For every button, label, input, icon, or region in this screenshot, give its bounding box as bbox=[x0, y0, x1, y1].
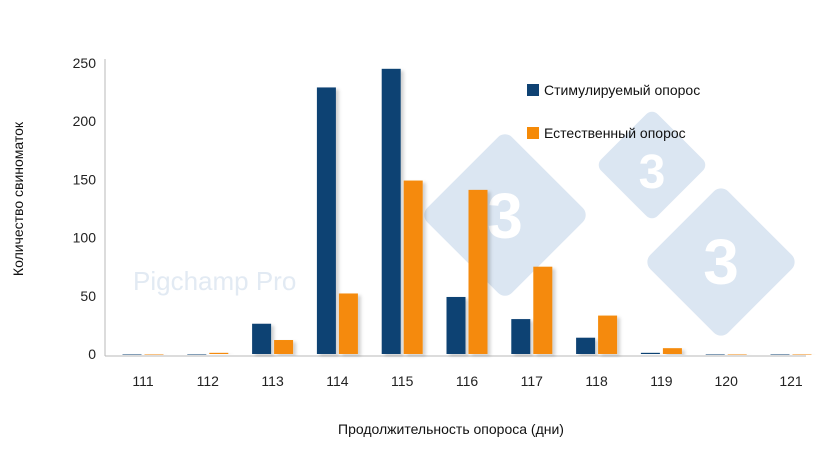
bar-stimulated-120 bbox=[705, 354, 725, 355]
bar-natural-114 bbox=[338, 293, 358, 354]
legend-swatch-natural bbox=[527, 127, 539, 139]
y-axis-title: Количество свиноматок bbox=[10, 121, 26, 276]
x-tick-label: 121 bbox=[779, 373, 803, 389]
bar-stimulated-111 bbox=[122, 354, 142, 355]
watermark-digit: 3 bbox=[487, 180, 523, 252]
x-tick-label: 114 bbox=[326, 373, 349, 389]
watermark-digit: 3 bbox=[639, 146, 666, 199]
y-axis-ticks: 0 50 100 150 200 250 bbox=[73, 55, 97, 362]
y-tick-label: 50 bbox=[80, 288, 96, 304]
legend-swatch-stimulated bbox=[527, 84, 539, 96]
watermark-diamond-small bbox=[598, 111, 706, 219]
bar-natural-113 bbox=[274, 340, 294, 354]
y-tick-label: 200 bbox=[73, 113, 97, 129]
x-tick-label: 120 bbox=[715, 373, 739, 389]
y-tick-label: 150 bbox=[73, 171, 97, 187]
x-tick-label: 111 bbox=[132, 373, 153, 389]
legend: Стимулируемый опорос Естественный опорос bbox=[527, 82, 700, 141]
watermark-digit: 3 bbox=[703, 226, 739, 298]
bar-stimulated-117 bbox=[511, 319, 531, 354]
y-tick-label: 100 bbox=[73, 230, 97, 246]
bar-natural-120 bbox=[727, 354, 747, 355]
bar-natural-117 bbox=[533, 266, 553, 354]
bar-stimulated-121 bbox=[770, 354, 790, 355]
watermark-diamond-right bbox=[647, 188, 795, 336]
watermark-diamond-large bbox=[424, 134, 586, 296]
bar-stimulated-116 bbox=[446, 296, 466, 354]
bar-natural-111 bbox=[144, 354, 164, 355]
y-tick-label: 0 bbox=[88, 346, 96, 362]
x-tick-label: 112 bbox=[197, 373, 220, 389]
bar-stimulated-119 bbox=[640, 352, 660, 354]
bar-stimulated-113 bbox=[252, 323, 272, 354]
x-axis-title: Продолжительность опороса (дни) bbox=[338, 421, 564, 437]
bar-natural-119 bbox=[662, 348, 682, 354]
x-tick-label: 117 bbox=[521, 373, 544, 389]
x-tick-label: 113 bbox=[261, 373, 284, 389]
x-tick-label: 116 bbox=[456, 373, 479, 389]
x-tick-label: 115 bbox=[391, 373, 414, 389]
bar-series bbox=[122, 68, 812, 355]
bar-natural-116 bbox=[468, 189, 488, 354]
legend-label-stimulated: Стимулируемый опорос bbox=[544, 82, 700, 98]
y-tick-label: 250 bbox=[73, 55, 97, 71]
bar-stimulated-112 bbox=[187, 354, 207, 355]
x-tick-label: 118 bbox=[585, 373, 608, 389]
bar-natural-121 bbox=[792, 354, 812, 355]
bar-natural-118 bbox=[598, 315, 618, 354]
watermark-text: Pigchamp Pro bbox=[133, 266, 296, 296]
bar-stimulated-118 bbox=[576, 337, 596, 354]
bar-natural-115 bbox=[403, 180, 423, 354]
legend-label-natural: Естественный опорос bbox=[544, 125, 686, 141]
bar-natural-112 bbox=[209, 352, 229, 354]
x-tick-label: 119 bbox=[650, 373, 673, 389]
bar-stimulated-114 bbox=[316, 87, 336, 354]
watermark-logo: 3 3 3 Pigchamp Pro bbox=[133, 111, 795, 336]
x-axis-ticks: 111 112 113 114 115 116 117 118 119 120 121 bbox=[132, 373, 803, 389]
bar-stimulated-115 bbox=[381, 68, 401, 354]
